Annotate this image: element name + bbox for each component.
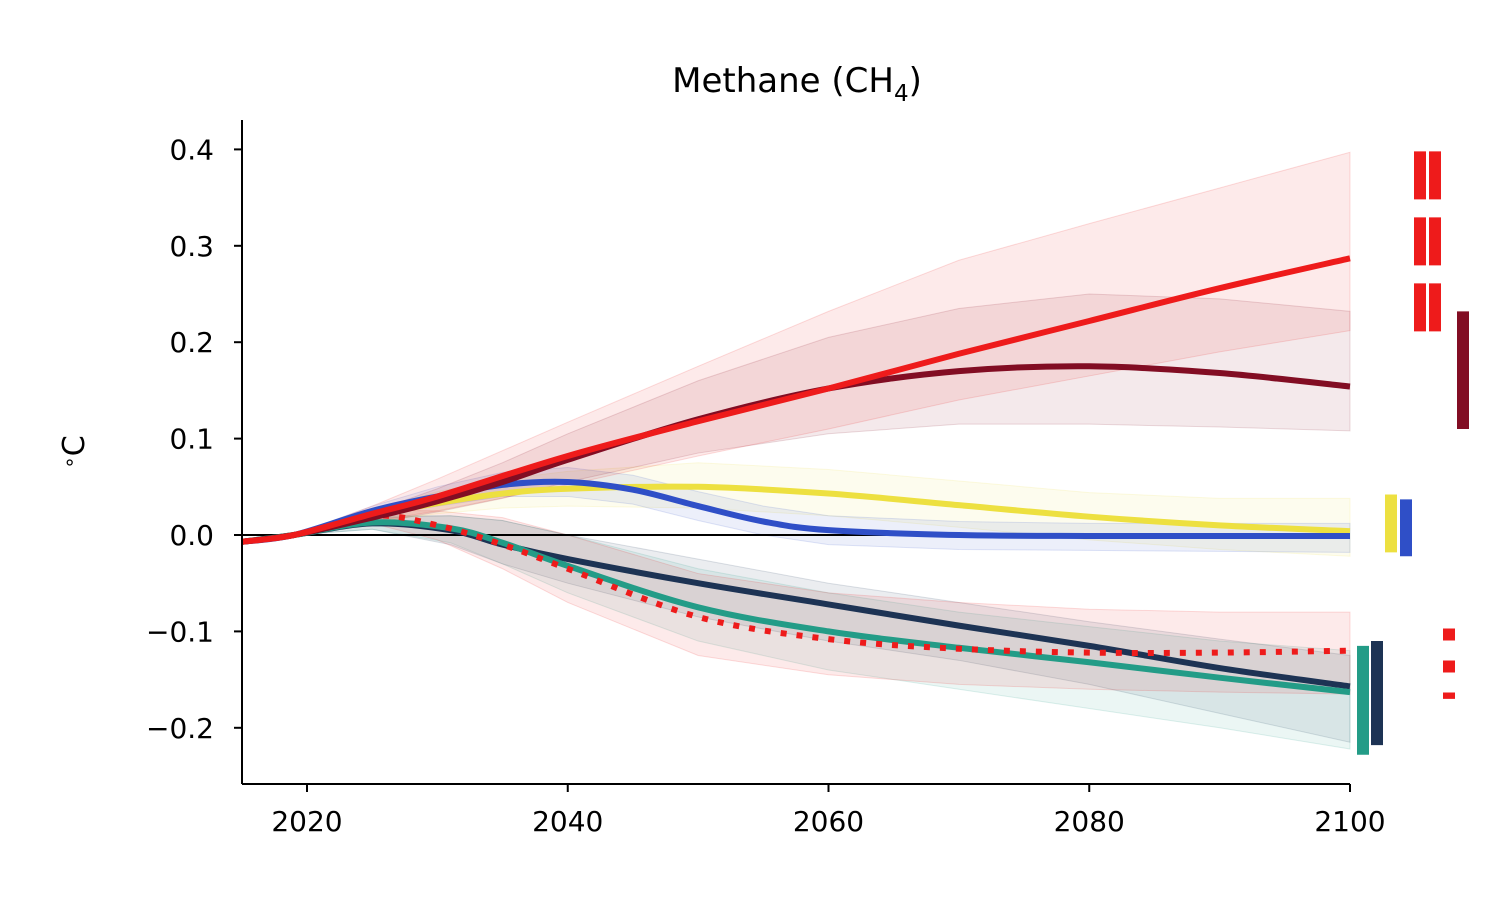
x-tick-label: 2040 <box>532 805 603 838</box>
y-tick-label: 0.3 <box>169 230 214 263</box>
y-tick-label: −0.1 <box>146 615 214 648</box>
y-axis-label-degree: ∘ <box>57 456 81 469</box>
range-bars <box>1357 151 1469 755</box>
uncertainty-band-7 <box>241 151 1351 543</box>
series-line-7 <box>241 255 1351 545</box>
series-lines <box>241 255 1351 696</box>
series-line-2 <box>241 519 1351 696</box>
y-tick-label: −0.2 <box>146 712 214 745</box>
axes <box>241 120 1350 785</box>
uncertainty-band-6 <box>241 293 1351 543</box>
x-tick-label: 2020 <box>271 805 342 838</box>
chart-title-main: Methane (CH <box>672 61 894 101</box>
chart-title-subscript: 4 <box>894 81 909 107</box>
x-tick-label: 2100 <box>1314 805 1385 838</box>
y-tick-label: 0.4 <box>169 133 214 166</box>
y-axis-label: ∘C <box>57 435 92 468</box>
y-ticks: 0.4 0.3 0.2 0.1 0.0 −0.1 −0.2 <box>146 133 242 745</box>
chart-title-close: ) <box>909 61 922 101</box>
chart-title: Methane (CH4) <box>672 61 922 107</box>
uncertainty-band-2 <box>241 515 1351 750</box>
x-ticks: 2020 2040 2060 2080 2100 <box>271 784 1386 838</box>
x-tick-label: 2080 <box>1054 805 1125 838</box>
y-axis-label-unit: C <box>57 435 92 456</box>
y-tick-label: 0.0 <box>169 519 214 552</box>
y-tick-label: 0.1 <box>169 423 214 456</box>
x-tick-label: 2060 <box>793 805 864 838</box>
y-tick-label: 0.2 <box>169 326 214 359</box>
